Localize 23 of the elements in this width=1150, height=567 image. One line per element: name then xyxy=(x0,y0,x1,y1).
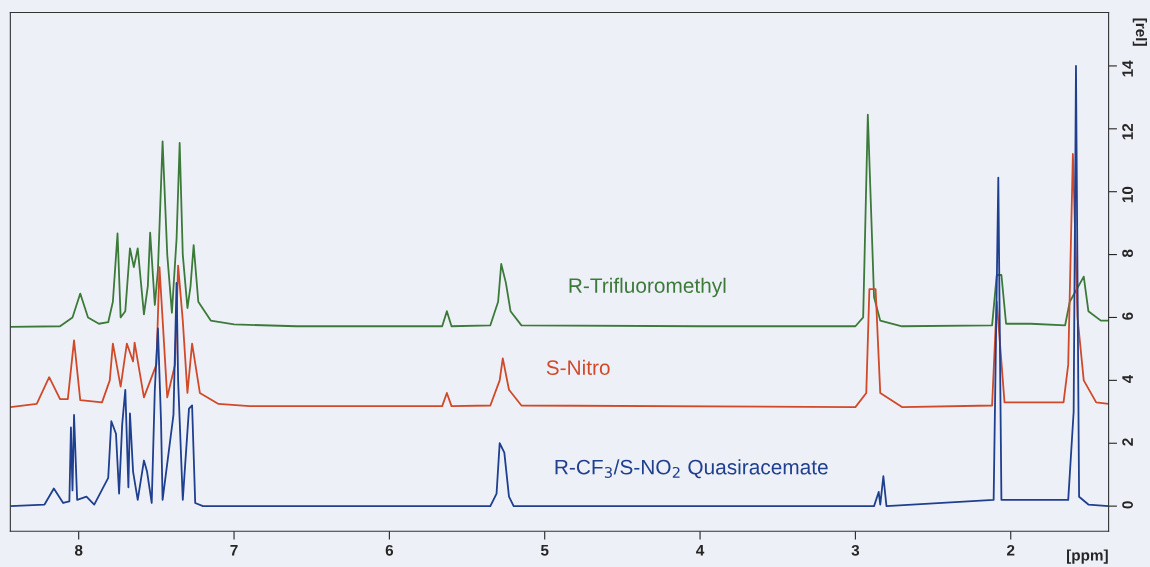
x-tick-label: 7 xyxy=(230,545,238,556)
y-tick-label: 8 xyxy=(1122,249,1134,258)
line-series xyxy=(10,113,1109,328)
y-tick-label: 6 xyxy=(1122,312,1134,320)
x-tick-label: 3 xyxy=(851,544,860,556)
y-tick-label: 10 xyxy=(1122,186,1134,203)
line-series xyxy=(10,65,1109,508)
y-axis-title: [rel] xyxy=(1132,18,1147,46)
x-tick-label: 6 xyxy=(385,544,394,556)
series-label: R-Trifluoromethyl xyxy=(569,277,726,298)
y-tick-label: 4 xyxy=(1122,374,1133,384)
x-tick-label: 4 xyxy=(696,545,705,556)
x-axis-title: [ppm] xyxy=(1067,549,1108,564)
y-tick-label: 14 xyxy=(1122,60,1133,77)
x-tick-label: 5 xyxy=(540,545,549,556)
y-tick-label: 2 xyxy=(1122,438,1133,446)
x-tick-label: 2 xyxy=(1007,544,1015,556)
y-tick-label: 0 xyxy=(1122,501,1134,509)
x-tick-label: 8 xyxy=(74,544,83,556)
line-series xyxy=(10,153,1109,408)
y-tick-label: 12 xyxy=(1122,123,1133,140)
series-label: S-Nitro xyxy=(546,359,610,375)
series-label: R-CF$_{3}$/S-NO$_{2}$ Quasiracemate xyxy=(555,459,828,479)
